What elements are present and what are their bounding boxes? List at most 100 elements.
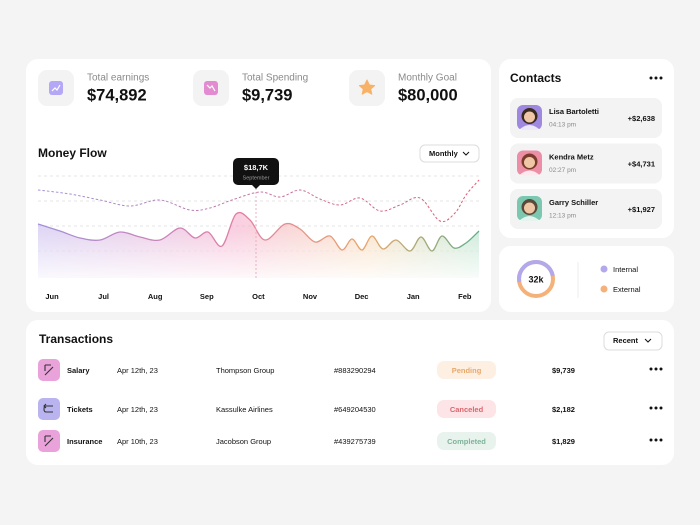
month-label: Dec [355, 292, 369, 301]
transaction-row: Tickets Apr 12th, 23 Kassulke Airlines #649… [38, 398, 663, 420]
transaction-list: Salary Apr 12th, 23 Thompson Group #8832902… [38, 359, 663, 452]
avatar-face[interactable] [524, 157, 535, 168]
stat-value: $80,000 [398, 86, 458, 104]
section-title: Transactions [39, 332, 113, 346]
dot[interactable] [659, 76, 663, 80]
tx-date: Apr 10th, 23 [117, 437, 158, 446]
status-label: Completed [447, 437, 486, 446]
tooltip-box [233, 158, 279, 185]
contact-list: Lisa Bartoletti 04:13 pm +$2,638 Kendra Met… [510, 98, 662, 229]
contact-name[interactable]: Lisa Bartoletti [549, 107, 599, 116]
month-label: Jul [98, 292, 109, 301]
tx-id: #439275739 [334, 437, 376, 446]
dot[interactable] [654, 367, 658, 371]
status-pill [437, 400, 496, 418]
dot[interactable] [659, 367, 663, 371]
avatar-body[interactable] [519, 170, 540, 176]
dot[interactable] [654, 438, 658, 442]
tx-company: Thompson Group [216, 366, 274, 375]
dot[interactable] [649, 76, 653, 80]
tx-amount: $1,829 [552, 437, 575, 446]
dot[interactable] [649, 438, 653, 442]
month-label: Feb [458, 292, 472, 301]
flow-fade [38, 230, 479, 278]
row-more-button[interactable] [649, 406, 663, 410]
month-label: Jun [45, 292, 59, 301]
stat-value: $9,739 [242, 86, 292, 104]
tooltip: $18,7K September [233, 158, 279, 189]
contact-item[interactable]: Lisa Bartoletti 04:13 pm +$2,638 [510, 98, 662, 138]
stat-label: Monthly Goal [398, 73, 457, 84]
flow-line [37, 211, 480, 252]
period-dropdown[interactable]: Monthly [419, 144, 480, 163]
dropdown-label[interactable]: Monthly [429, 149, 459, 158]
stat-label: Total Spending [242, 73, 308, 84]
more-button[interactable] [649, 76, 663, 80]
contact-time[interactable]: 04:13 pm [549, 122, 576, 129]
contact-name[interactable]: Kendra Metz [549, 152, 594, 161]
stat-icon-glyph [51, 84, 61, 92]
dropdown-box[interactable] [419, 144, 480, 163]
avatar-face[interactable] [524, 111, 535, 123]
tx-id: #883290294 [334, 366, 376, 375]
stat-icon-glyph [206, 84, 216, 92]
dot[interactable] [659, 438, 663, 442]
donut-internal [517, 259, 555, 283]
tx-icon-bg [38, 398, 60, 420]
dot[interactable] [654, 76, 658, 80]
flow-curves [37, 179, 480, 278]
legend-label: Internal [613, 265, 638, 274]
dot[interactable] [659, 406, 663, 410]
contact-item[interactable]: Kendra Metz 02:27 pm +$4,731 [510, 143, 662, 184]
donut-card [499, 246, 674, 312]
dropdown-box[interactable] [603, 331, 663, 351]
tx-icon-bg [38, 359, 60, 381]
dropdown-label[interactable]: Recent [613, 336, 639, 345]
dot[interactable] [649, 406, 653, 410]
dot[interactable] [654, 406, 658, 410]
contact-bg[interactable] [510, 143, 662, 184]
transactions-card [26, 320, 674, 465]
status-pill [437, 361, 496, 379]
contact-bg[interactable] [510, 98, 662, 138]
status-label: Canceled [450, 405, 484, 414]
stat-label: Total earnings [87, 73, 149, 84]
month-label: Nov [303, 292, 318, 301]
legend-dot [600, 285, 608, 293]
tooltip-label: September [243, 175, 270, 181]
contact-name[interactable]: Garry Schiller [549, 198, 598, 207]
avatar-face[interactable] [524, 202, 535, 214]
flow-dashed-line [37, 179, 480, 223]
contact-amount[interactable]: +$1,927 [628, 205, 655, 214]
row-more-button[interactable] [649, 438, 663, 442]
tx-name: Insurance [67, 437, 102, 446]
tooltip-value: $18,7K [244, 163, 269, 172]
avatar-body[interactable] [519, 125, 540, 130]
status-pill [437, 432, 496, 450]
tx-id: #649204530 [334, 405, 376, 414]
avatar-body[interactable] [519, 216, 540, 221]
stat-value: $74,892 [87, 86, 147, 104]
month-label: Sep [200, 292, 214, 301]
status-label: Pending [452, 366, 482, 375]
tooltip-pointer [252, 185, 260, 189]
contact-time[interactable]: 12:13 pm [549, 213, 576, 220]
section-title: Contacts [510, 71, 562, 85]
row-more-button[interactable] [649, 367, 663, 371]
contact-bg[interactable] [510, 189, 662, 229]
contact-time[interactable]: 02:27 pm [549, 167, 576, 174]
tx-icon-glyph [44, 364, 54, 376]
chevron[interactable] [462, 151, 470, 156]
contact-amount[interactable]: +$2,638 [628, 114, 655, 123]
tx-icon-glyph [44, 435, 54, 447]
contact-amount[interactable]: +$4,731 [628, 159, 655, 168]
sort-dropdown[interactable]: Recent [603, 331, 663, 351]
month-label: Jan [407, 292, 420, 301]
contact-item[interactable]: Garry Schiller 12:13 pm +$1,927 [510, 189, 662, 229]
tx-amount: $2,182 [552, 405, 575, 414]
dot[interactable] [649, 367, 653, 371]
chevron[interactable] [644, 338, 652, 343]
tx-icon-glyph [43, 403, 53, 413]
